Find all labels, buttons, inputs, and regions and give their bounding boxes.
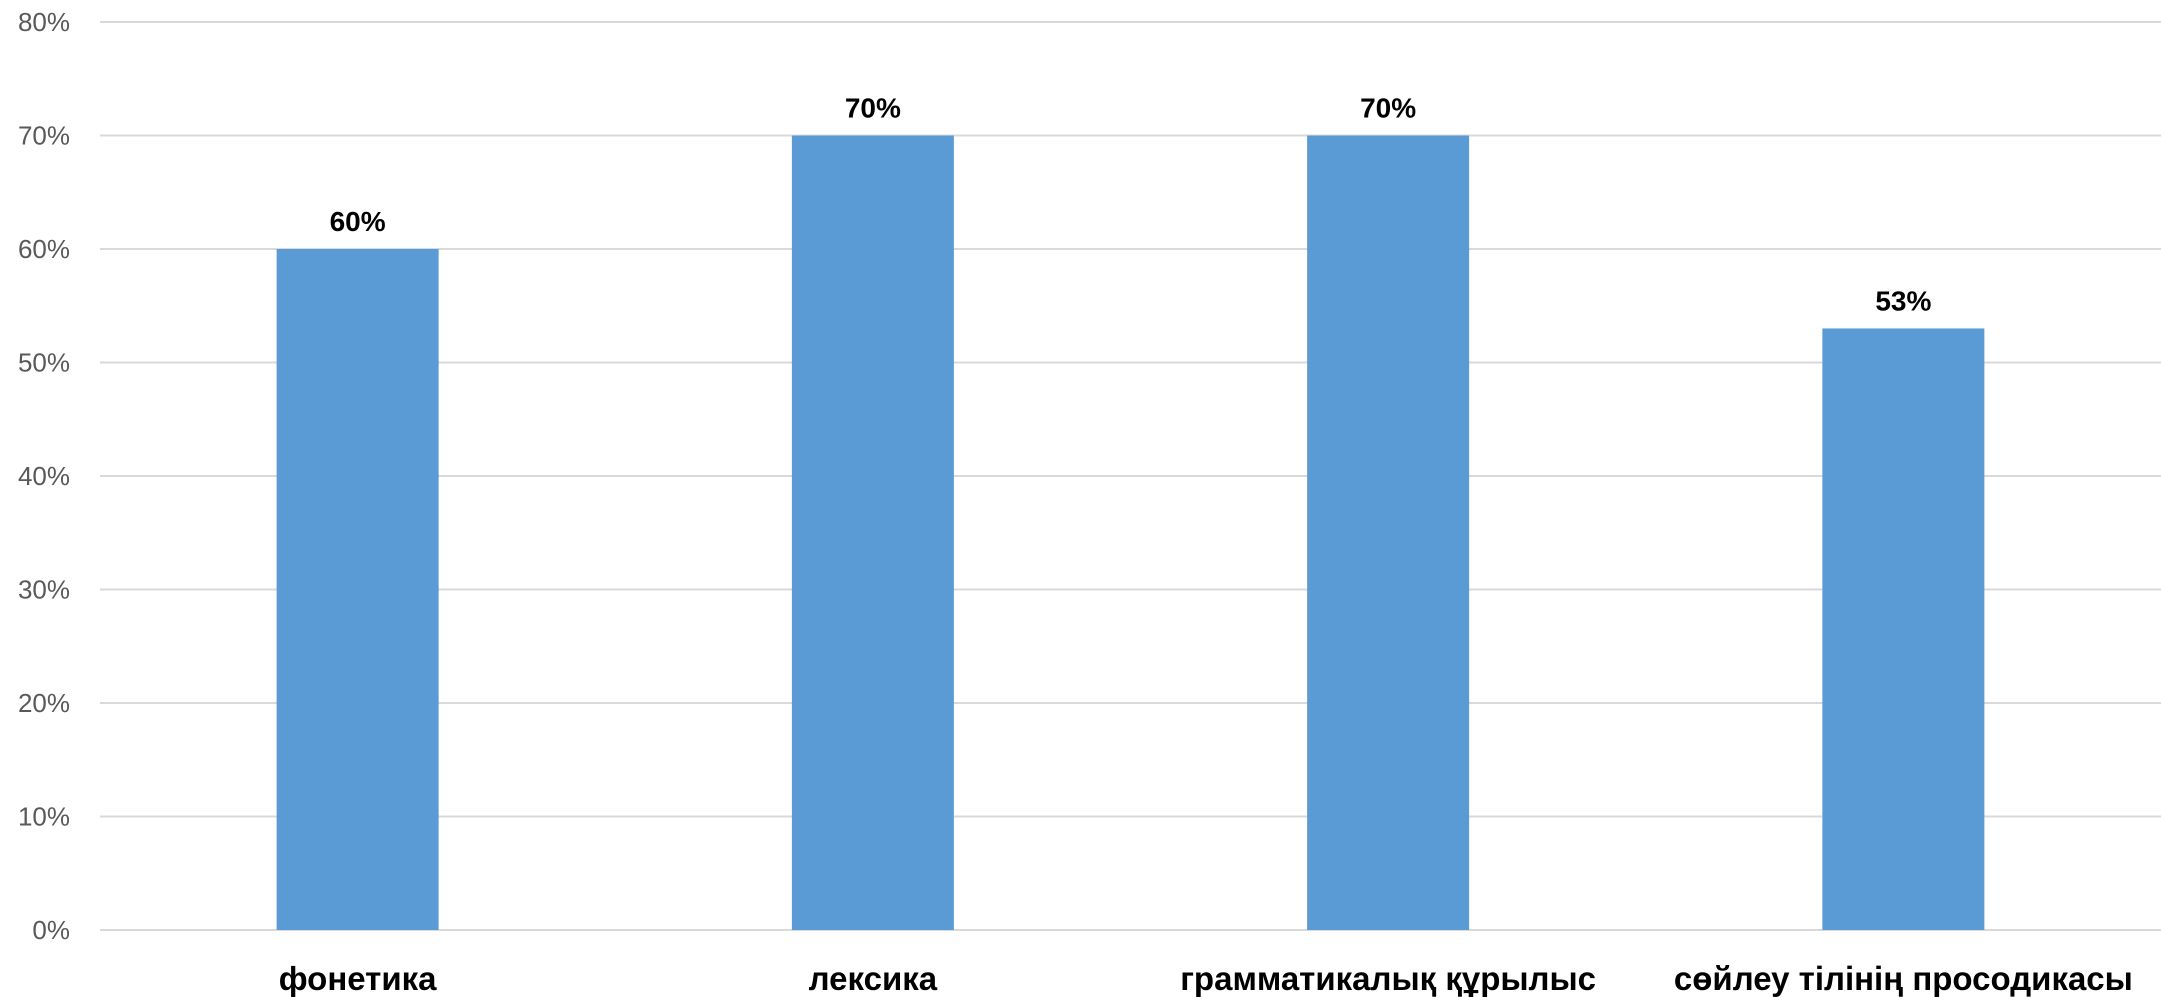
bar xyxy=(1822,328,1985,930)
data-label: 60% xyxy=(330,206,386,237)
y-tick-label: 40% xyxy=(18,461,70,491)
gridlines xyxy=(100,21,2161,931)
y-tick-label: 70% xyxy=(18,121,70,151)
data-label: 53% xyxy=(1875,285,1931,316)
bars xyxy=(276,135,1985,930)
category-label: сөйлеу тілінің просодикасы xyxy=(1674,960,2133,997)
y-tick-label: 50% xyxy=(18,348,70,378)
y-tick-label: 80% xyxy=(18,7,70,37)
category-label: лексика xyxy=(809,960,938,997)
y-tick-label: 30% xyxy=(18,575,70,605)
x-axis-labels: фонетика лексика грамматикалық құрылыс сөйл… xyxy=(279,960,2133,997)
y-tick-label: 0% xyxy=(32,915,70,945)
y-tick-label: 60% xyxy=(18,234,70,264)
bar xyxy=(1307,135,1470,930)
category-label: фонетика xyxy=(279,960,437,997)
y-tick-label: 10% xyxy=(18,802,70,832)
bar xyxy=(276,249,439,930)
data-labels: 60% 70% 70% 53% xyxy=(330,93,1932,317)
y-tick-label: 20% xyxy=(18,688,70,718)
category-label: грамматикалық құрылыс xyxy=(1180,960,1596,997)
data-label: 70% xyxy=(1360,93,1416,124)
y-axis-ticks: 0% 10% 20% 30% 40% 50% 60% 70% 80% xyxy=(18,7,70,945)
data-label: 70% xyxy=(845,93,901,124)
bar xyxy=(791,135,954,930)
